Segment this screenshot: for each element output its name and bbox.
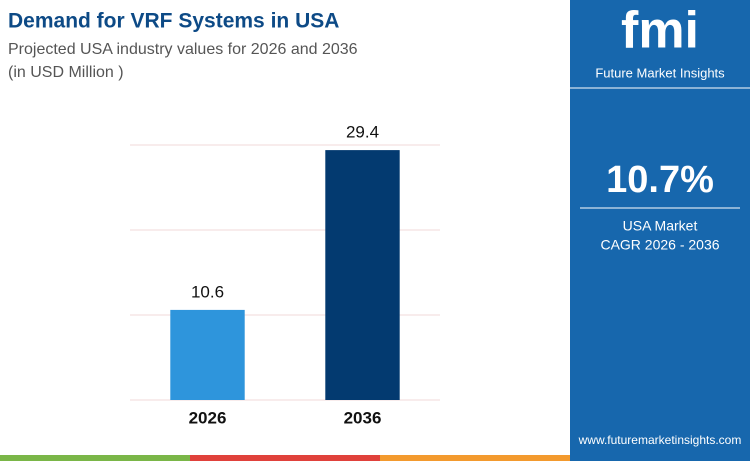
chart-title: Demand for VRF Systems in USA [8,10,339,33]
plot-area: 2026 10.6 2036 29.4 [130,123,440,427]
bar [325,150,400,400]
cagr-label: CAGR 2026 - 2036 [600,237,719,253]
x-tick-label: 2036 [344,408,382,427]
data-label: 29.4 [346,123,379,142]
website: www.futuremarketinsights.com [578,433,742,447]
footer-stripe [190,455,380,461]
unit-note: (in USD Million ) [8,64,124,81]
footer-stripe [380,455,570,461]
cagr-value: 10.7% [606,159,714,201]
cagr-label: USA Market [623,218,698,234]
logo: fmi [621,2,699,60]
chart-subtitle: Projected USA industry values for 2026 a… [8,41,358,58]
brand-name: Future Market Insights [595,65,725,80]
footer-stripe [0,455,190,461]
sidebar [570,0,750,461]
x-tick-label: 2026 [189,408,227,427]
data-label: 10.6 [191,282,224,301]
bar [170,309,245,400]
